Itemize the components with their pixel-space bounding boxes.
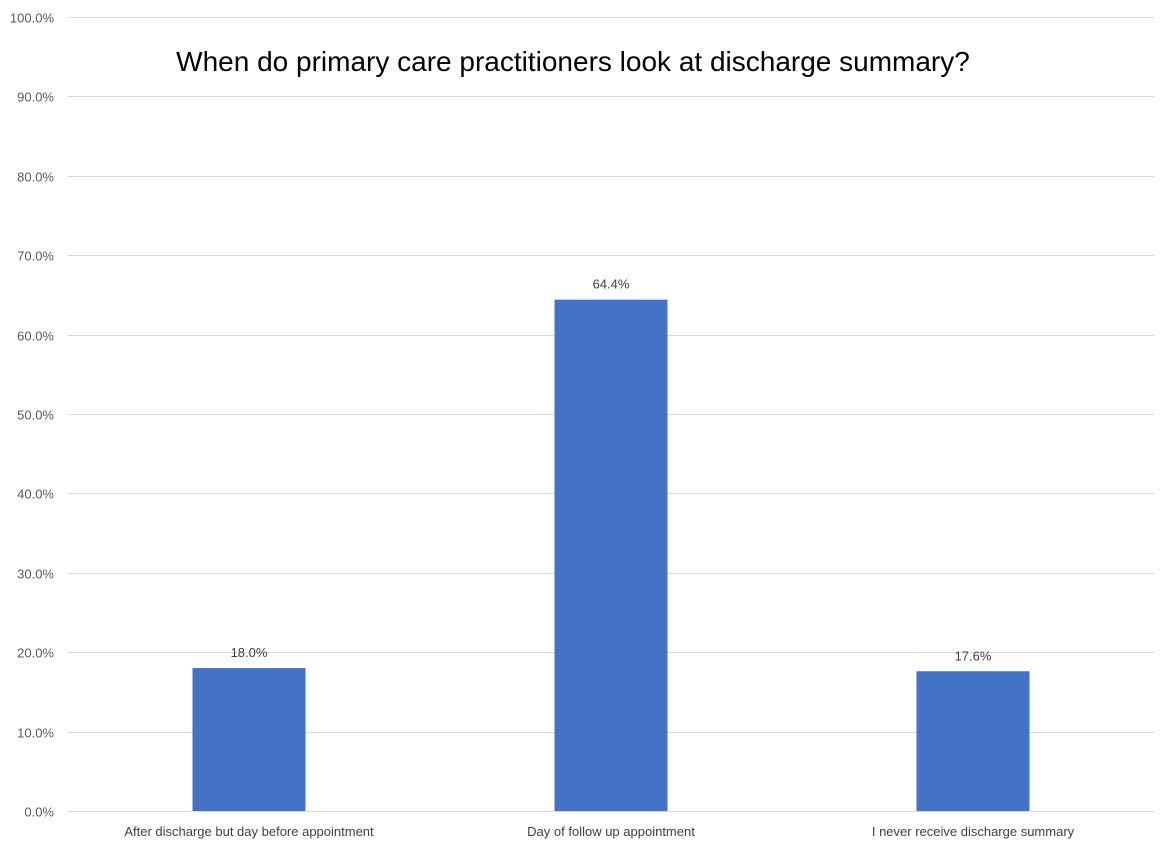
y-tick-label: 10.0% — [17, 726, 54, 741]
bar — [554, 299, 668, 811]
data-label: 64.4% — [593, 277, 630, 292]
y-tick-label: 0.0% — [24, 805, 54, 820]
y-tick-label: 90.0% — [17, 90, 54, 105]
data-label: 18.0% — [231, 645, 268, 660]
y-tick-label: 70.0% — [17, 249, 54, 264]
bar — [192, 668, 306, 811]
category-label: Day of follow up appointment — [527, 824, 695, 839]
x-axis-category-labels: After discharge but day before appointme… — [124, 824, 1074, 839]
y-tick-label: 30.0% — [17, 567, 54, 582]
bar — [916, 671, 1030, 811]
y-tick-label: 40.0% — [17, 487, 54, 502]
y-tick-label: 50.0% — [17, 408, 54, 423]
category-label: After discharge but day before appointme… — [124, 824, 374, 839]
data-label: 17.6% — [955, 648, 992, 663]
category-label: I never receive discharge summary — [872, 824, 1075, 839]
y-axis-tick-labels: 0.0% 10.0% 20.0% 30.0% 40.0% 50.0% 60.0% 70.0% 8… — [10, 11, 55, 820]
bars — [192, 299, 1030, 811]
y-tick-label: 80.0% — [17, 170, 54, 185]
y-tick-label: 100.0% — [10, 11, 55, 26]
chart-title: When do primary care practitioners look … — [176, 46, 970, 77]
data-labels: 18.0% 64.4% 17.6% — [231, 277, 992, 664]
y-tick-label: 20.0% — [17, 646, 54, 661]
y-tick-label: 60.0% — [17, 329, 54, 344]
